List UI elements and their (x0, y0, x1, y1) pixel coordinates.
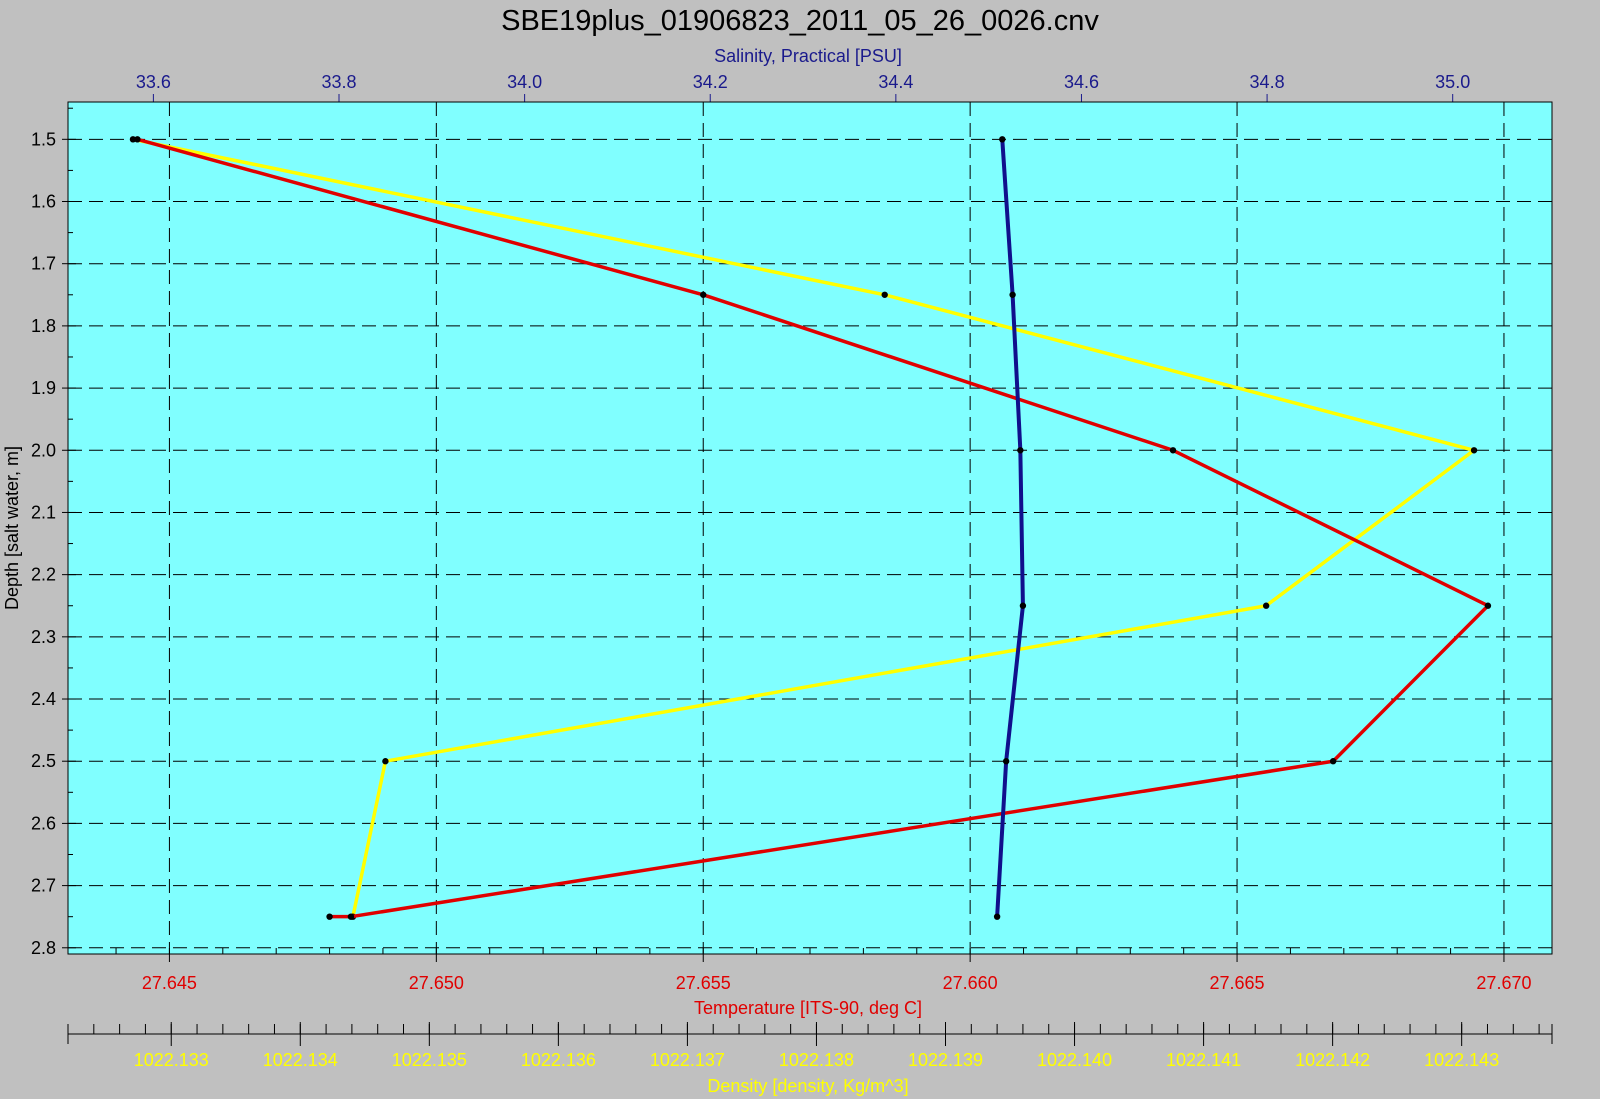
salinity-tick-label: 33.8 (321, 72, 356, 92)
density-series-line (995, 139, 1025, 917)
salinity-tick-label: 34.6 (1064, 72, 1099, 92)
density-data-point (1009, 291, 1016, 298)
density-tick-label: 1022.143 (1424, 1050, 1499, 1070)
temperature-data-point (1484, 602, 1492, 609)
density-data-point (999, 136, 1006, 143)
salinity-data-point (1470, 447, 1478, 454)
density-data-point (993, 913, 1001, 920)
salinity-tick-label: 34.2 (693, 72, 728, 92)
temperature-tick-label: 27.645 (142, 973, 197, 993)
density-tick-label: 1022.137 (650, 1050, 725, 1070)
density-data-point (1017, 447, 1024, 454)
salinity-tick-label: 35.0 (1435, 72, 1470, 92)
density-axis-label: Density [density, Kg/m^3] (707, 1076, 908, 1096)
temperature-data-point (700, 291, 707, 298)
density-tick-label: 1022.135 (392, 1050, 467, 1070)
depth-axis-label: Depth [salt water, m] (2, 446, 22, 610)
depth-tick-label: 1.8 (31, 316, 56, 336)
depth-tick-label: 1.7 (31, 254, 56, 274)
temperature-tick-label: 27.665 (1210, 973, 1265, 993)
density-tick-label: 1022.138 (779, 1050, 854, 1070)
temperature-data-point (134, 136, 141, 143)
salinity-data-point (129, 136, 137, 143)
salinity-data-point (881, 291, 888, 298)
temperature-tick-label: 27.655 (676, 973, 731, 993)
grid-lines (68, 102, 1552, 954)
depth-tick-label: 2.3 (31, 627, 56, 647)
salinity-tick-label: 34.8 (1250, 72, 1285, 92)
depth-axis: 1.5 1.6 1.7 1.8 1.9 2.0 2.1 2.2 2.3 2.4 2.5 2.6 2.7 2… (31, 107, 76, 958)
density-tick-label: 1022.134 (263, 1050, 338, 1070)
density-tick-label: 1022.139 (908, 1050, 983, 1070)
density-axis: 1022.133 1022.134 1022.135 1022.136 1022.137… (67, 1022, 1553, 1070)
salinity-tick-label: 34.0 (507, 72, 542, 92)
temperature-data-point (326, 913, 333, 920)
depth-tick-label: 2.0 (31, 440, 56, 460)
density-tick-label: 1022.140 (1037, 1050, 1112, 1070)
temperature-data-point (1169, 447, 1177, 454)
density-data-point (1002, 758, 1010, 765)
temperature-axis-label: Temperature [ITS-90, deg C] (694, 998, 922, 1018)
chart-title: SBE19plus_01906823_2011_05_26_0026.cnv (501, 5, 1099, 37)
temperature-data-point (1329, 758, 1337, 765)
series-layer (129, 136, 1492, 920)
depth-tick-label: 2.6 (31, 813, 56, 833)
salinity-data-point (382, 758, 389, 765)
temperature-data-point (347, 913, 355, 920)
plot-area (67, 101, 1553, 955)
depth-tick-label: 2.4 (31, 689, 56, 709)
depth-tick-label: 2.2 (31, 565, 56, 585)
depth-tick-label: 1.5 (31, 129, 56, 149)
salinity-tick-label: 33.6 (136, 72, 171, 92)
density-tick-label: 1022.142 (1295, 1050, 1370, 1070)
temperature-tick-label: 27.650 (409, 973, 464, 993)
density-tick-label: 1022.136 (521, 1050, 596, 1070)
depth-tick-label: 1.9 (31, 378, 56, 398)
salinity-data-point (1262, 602, 1270, 609)
density-tick-label: 1022.133 (134, 1050, 209, 1070)
density-tick-label: 1022.141 (1166, 1050, 1241, 1070)
depth-tick-label: 1.6 (31, 192, 56, 212)
temperature-tick-label: 27.660 (943, 973, 998, 993)
density-data-point (1019, 602, 1027, 609)
temperature-tick-label: 27.670 (1476, 973, 1531, 993)
salinity-axis-label: Salinity, Practical [PSU] (714, 46, 902, 66)
salinity-axis: 33.6 33.8 34.0 34.2 34.4 34.6 34.8 35.0 (136, 72, 1470, 102)
depth-tick-label: 2.7 (31, 876, 56, 896)
depth-tick-label: 2.5 (31, 751, 56, 771)
depth-tick-label: 2.1 (31, 502, 56, 522)
depth-tick-label: 2.8 (31, 938, 56, 958)
temperature-axis: 27.645 27.650 27.655 27.660 27.665 27.670 (115, 948, 1531, 993)
salinity-series-line (132, 137, 1476, 918)
salinity-tick-label: 34.4 (878, 72, 913, 92)
